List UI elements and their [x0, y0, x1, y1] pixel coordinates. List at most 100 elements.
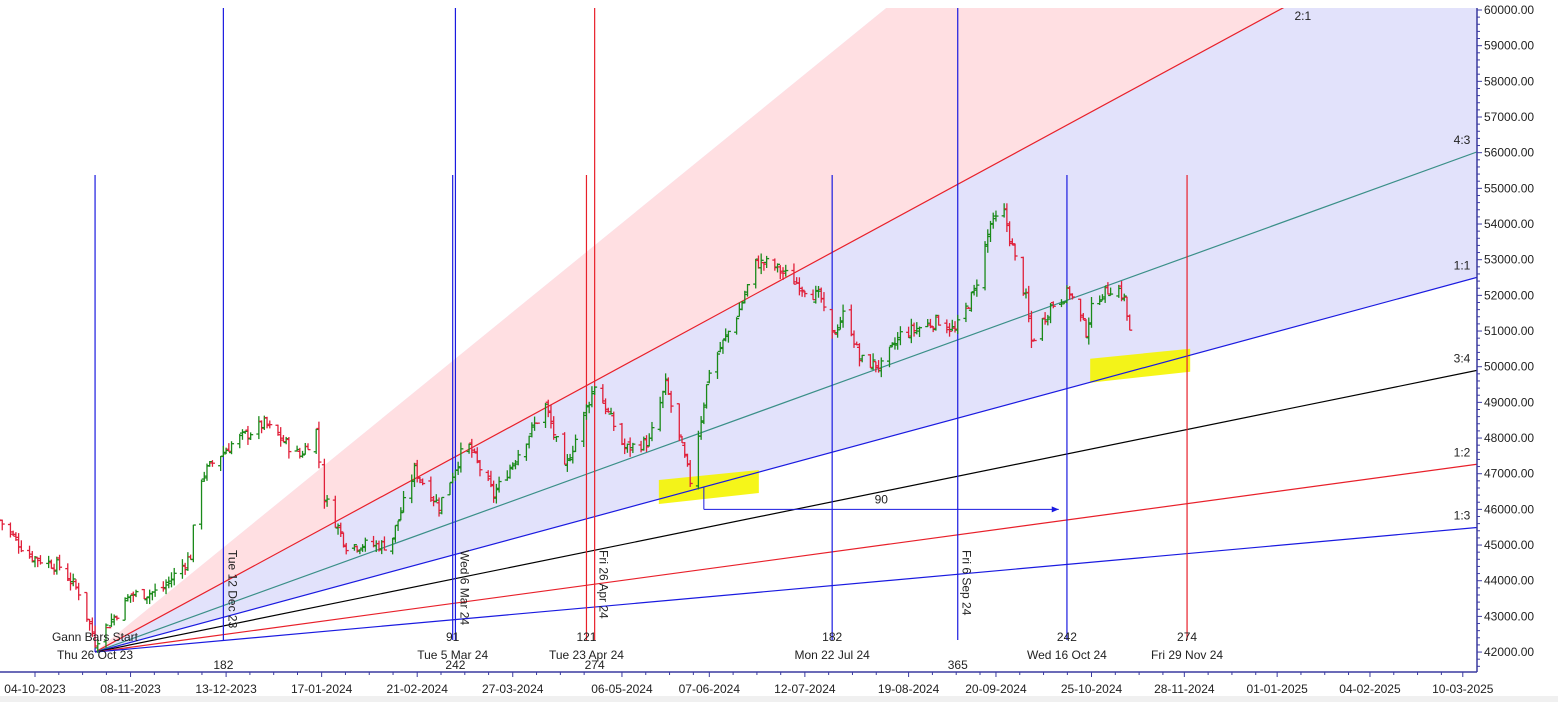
ohlc-bar — [553, 435, 559, 442]
ohlc-bar — [18, 540, 24, 553]
ohlc-bar — [611, 411, 617, 431]
ohlc-bar — [70, 573, 76, 587]
ohlc-bar — [592, 386, 598, 395]
x-tick-label: 21-02-2024 — [387, 682, 449, 696]
x-tick-label: 19-08-2024 — [878, 682, 940, 696]
ohlc-bar — [239, 429, 245, 440]
ohlc-bar — [248, 432, 254, 440]
time-marker-count: 91 — [446, 630, 460, 644]
x-tick-label: 20-09-2024 — [965, 682, 1027, 696]
gann-bars-start-label: Gann Bars Start — [52, 630, 139, 644]
ohlc-bar — [305, 443, 311, 451]
ohlc-bar — [1121, 293, 1127, 302]
ohlc-bar — [859, 354, 865, 363]
ohlc-bar — [840, 304, 846, 328]
ohlc-bar — [439, 496, 445, 515]
fan-label: 4:3 — [1454, 133, 1471, 147]
y-tick-label: 47000.00 — [1484, 467, 1534, 481]
ohlc-bar — [95, 638, 101, 653]
ohlc-bar — [573, 434, 579, 453]
ohlc-bar — [166, 576, 172, 589]
time-marker-count: 365 — [948, 658, 968, 672]
ohlc-bar — [130, 591, 136, 602]
time-marker-count: 121 — [576, 630, 596, 644]
ohlc-bar — [1069, 293, 1075, 300]
ohlc-bar — [1031, 338, 1037, 342]
ohlc-bar — [179, 559, 185, 579]
ohlc-bar — [76, 582, 82, 601]
y-tick-label: 45000.00 — [1484, 538, 1534, 552]
gann-fan — [94, 8, 1477, 653]
time-marker-rotated-date: Fri 26 Apr 24 — [597, 550, 611, 619]
ohlc-bar — [16, 533, 22, 554]
time-marker-count: 274 — [585, 658, 605, 672]
measure-arrow-label: 90 — [875, 492, 889, 506]
ohlc-bar — [199, 479, 205, 530]
ohlc-bar — [220, 445, 226, 457]
ohlc-bar — [51, 563, 57, 575]
fan-line-4-3 — [94, 151, 1477, 653]
time-marker-rotated-date: Wed 6 Mar 24 — [457, 550, 471, 625]
ohlc-bar — [324, 495, 330, 507]
ohlc-bar — [338, 522, 344, 538]
ohlc-bar — [1012, 243, 1018, 261]
ohlc-bar — [362, 537, 368, 552]
ohlc-bar — [381, 536, 387, 551]
ohlc-bar — [7, 522, 13, 538]
x-tick-label: 13-12-2023 — [195, 682, 257, 696]
ohlc-bar — [878, 357, 884, 378]
x-tick-label: 10-03-2025 — [1432, 682, 1494, 696]
ohlc-bar — [758, 253, 764, 275]
y-tick-label: 56000.00 — [1484, 146, 1534, 160]
ohlc-bar — [1050, 301, 1056, 309]
x-tick-label: 08-11-2023 — [100, 682, 161, 696]
ohlc-bar — [1080, 313, 1086, 320]
ohlc-bar — [108, 613, 114, 627]
ohlc-bar — [734, 317, 740, 335]
highlight-mark — [1090, 348, 1191, 383]
ohlc-bar — [280, 435, 286, 443]
ohlc-bar — [351, 544, 357, 551]
ohlc-bar — [974, 279, 980, 297]
ohlc-bar — [87, 618, 93, 631]
ohlc-bar — [458, 442, 464, 473]
x-tick-label: 25-10-2024 — [1061, 682, 1123, 696]
ohlc-bar — [32, 556, 38, 568]
x-tick-label: 04-02-2025 — [1339, 682, 1401, 696]
time-marker-count: 274 — [1177, 630, 1197, 644]
price-bars — [0, 203, 1133, 653]
time-marker-count: 182 — [213, 658, 233, 672]
ohlc-bar — [897, 326, 903, 346]
ohlc-bar — [242, 430, 248, 434]
ohlc-bar — [207, 461, 213, 467]
ohlc-bar — [54, 556, 60, 575]
ohlc-bar — [133, 589, 139, 598]
ohlc-bar — [300, 450, 306, 458]
ohlc-bar — [534, 422, 540, 425]
fan-label: 1:3 — [1454, 508, 1471, 522]
ohlc-bar — [791, 263, 797, 285]
ohlc-bar — [775, 263, 781, 273]
ohlc-bar — [835, 324, 841, 338]
ohlc-bar — [706, 369, 712, 384]
x-tick-label: 27-03-2024 — [482, 682, 544, 696]
ohlc-bar — [171, 567, 177, 586]
ohlc-bar — [201, 471, 207, 482]
ohlc-bar — [209, 460, 215, 467]
y-tick-label: 55000.00 — [1484, 181, 1534, 195]
ohlc-bar — [313, 428, 319, 454]
ohlc-bar — [764, 255, 770, 269]
time-marker-date: Tue 5 Mar 24 — [417, 648, 488, 662]
ohlc-bar — [420, 478, 426, 486]
ohlc-bar — [917, 326, 923, 338]
y-tick-label: 43000.00 — [1484, 609, 1534, 623]
ohlc-bar — [1127, 314, 1133, 331]
time-marker-rotated-date: Fri 6 Sep 24 — [960, 550, 974, 616]
ohlc-bar — [477, 459, 483, 477]
y-tick-label: 44000.00 — [1484, 574, 1534, 588]
ohlc-bar — [687, 459, 693, 487]
fan-line-1-3 — [95, 526, 1477, 653]
ohlc-bar — [103, 623, 109, 648]
annotations: 2:1 4:3 1:1 3:4 1:2 1:3 182 Tue 12 Dec 23 91 Tue … — [52, 9, 1471, 672]
